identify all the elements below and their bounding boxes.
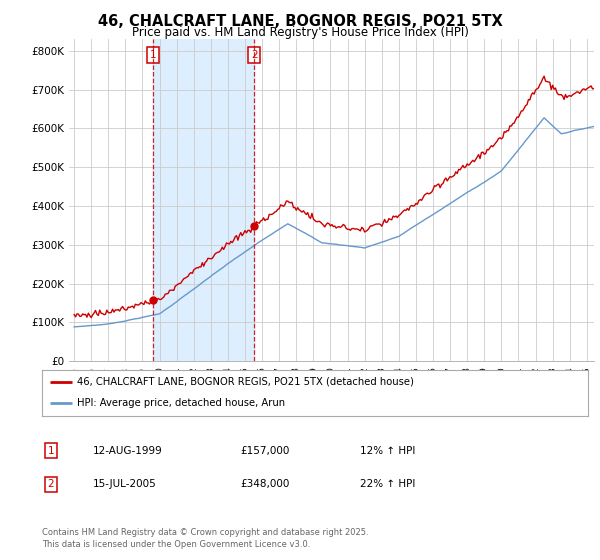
Text: 1: 1 [150, 50, 157, 60]
Text: Contains HM Land Registry data © Crown copyright and database right 2025.
This d: Contains HM Land Registry data © Crown c… [42, 528, 368, 549]
Text: HPI: Average price, detached house, Arun: HPI: Average price, detached house, Arun [77, 398, 286, 408]
Text: 2: 2 [251, 50, 257, 60]
Text: 15-JUL-2005: 15-JUL-2005 [93, 479, 157, 489]
Text: 12% ↑ HPI: 12% ↑ HPI [360, 446, 415, 456]
Text: £348,000: £348,000 [240, 479, 289, 489]
Text: 22% ↑ HPI: 22% ↑ HPI [360, 479, 415, 489]
Text: Price paid vs. HM Land Registry's House Price Index (HPI): Price paid vs. HM Land Registry's House … [131, 26, 469, 39]
Text: 2: 2 [47, 479, 55, 489]
Text: 12-AUG-1999: 12-AUG-1999 [93, 446, 163, 456]
Text: 1: 1 [47, 446, 55, 456]
Text: 46, CHALCRAFT LANE, BOGNOR REGIS, PO21 5TX (detached house): 46, CHALCRAFT LANE, BOGNOR REGIS, PO21 5… [77, 377, 415, 387]
Text: 46, CHALCRAFT LANE, BOGNOR REGIS, PO21 5TX: 46, CHALCRAFT LANE, BOGNOR REGIS, PO21 5… [98, 14, 502, 29]
Text: £157,000: £157,000 [240, 446, 289, 456]
Bar [153, 39, 254, 361]
